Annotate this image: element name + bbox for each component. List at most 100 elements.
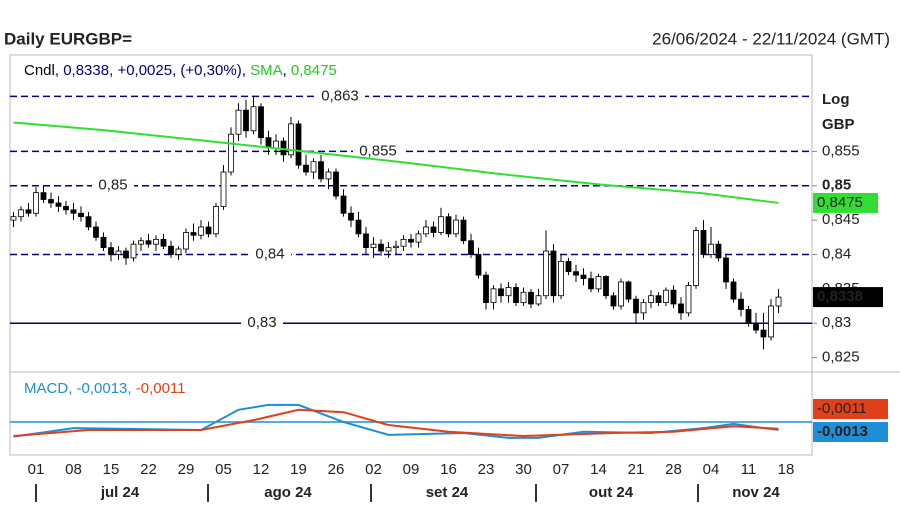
candle-body — [190, 232, 197, 236]
candle-body — [48, 199, 54, 204]
x-tick-label: 26 — [328, 461, 345, 478]
reference-label-bg — [241, 314, 283, 333]
candle-body — [610, 295, 617, 307]
candle-body — [160, 238, 167, 247]
x-tick-label: 29 — [178, 461, 195, 478]
x-tick-label: 21 — [628, 461, 645, 478]
candle-body — [393, 245, 399, 249]
candle-body — [595, 276, 602, 290]
last-price-box — [813, 287, 883, 308]
x-tick-label: 05 — [215, 461, 232, 478]
candle-body — [588, 278, 594, 290]
legend-sma-name: SMA — [242, 62, 283, 79]
x-tick-label: 11 — [741, 461, 757, 478]
candle-body — [498, 288, 504, 297]
x-tick-label: 16 — [440, 461, 457, 478]
candle-body — [663, 289, 669, 303]
candle-body — [288, 123, 294, 156]
candle-body — [753, 322, 759, 331]
candle-body — [93, 226, 99, 238]
legend: Cndl0,8338+0,0025(+0,30%)SMA0,8475 — [24, 62, 337, 79]
date-range: 26/06/2024 - 22/11/2024 (GMT) — [652, 29, 890, 48]
candle-body — [438, 216, 444, 233]
candle-body — [670, 289, 677, 305]
candle-body — [693, 230, 699, 286]
candle-body — [295, 123, 302, 166]
candle-body — [543, 250, 549, 297]
candle-body — [460, 219, 467, 242]
candle-body — [400, 238, 407, 247]
candle-body — [633, 298, 639, 314]
candle-body — [348, 212, 354, 221]
last-price-label: 0,8338 — [817, 288, 863, 305]
last-value-box — [813, 422, 888, 442]
candle-body — [250, 106, 257, 132]
candle-body — [640, 302, 647, 314]
x-tick-label: 02 — [365, 461, 382, 478]
macd-value: -0,0013 — [68, 380, 127, 397]
candle-body — [183, 232, 189, 250]
reference-label-bg — [249, 245, 291, 264]
candle-body — [220, 171, 227, 207]
candle-body — [708, 243, 714, 255]
candle-body — [70, 209, 77, 214]
candle-body — [715, 243, 722, 259]
candle-body — [55, 202, 62, 207]
candle-body — [558, 260, 564, 297]
month-label: set 24 — [426, 484, 469, 501]
candle-body — [325, 171, 332, 180]
candle-body — [423, 226, 429, 235]
reference-label: 0,83 — [247, 314, 276, 331]
x-tick-label: 04 — [703, 461, 720, 478]
candle-body — [145, 240, 152, 245]
sma-line — [13, 121, 779, 204]
candle-body — [768, 305, 774, 338]
candle-body — [573, 271, 579, 276]
candle-body — [580, 274, 587, 279]
x-tick-label: 08 — [65, 461, 82, 478]
candle-body — [618, 281, 624, 307]
candle-body — [378, 243, 384, 252]
candle-body — [258, 106, 264, 139]
candle-body — [430, 226, 437, 233]
candle-body — [565, 260, 572, 273]
sma-last-box — [813, 192, 878, 213]
candle-body — [408, 238, 414, 243]
legend-value: 0,8338 — [55, 62, 109, 79]
x-tick-label: 19 — [290, 461, 307, 478]
candle-body — [33, 192, 39, 214]
candle-body — [18, 209, 24, 218]
axis-unit-label: GBP — [822, 116, 855, 133]
candle-body — [40, 192, 47, 200]
candle-body — [213, 205, 219, 235]
x-tick-label: 22 — [140, 461, 157, 478]
signal-value: -0,0011 — [127, 380, 185, 397]
candle-body — [700, 230, 707, 255]
candle-body — [550, 250, 557, 297]
reference-label-bg — [315, 87, 365, 106]
month-label: ago 24 — [264, 484, 312, 501]
candle-body — [738, 298, 744, 310]
signal-line — [13, 408, 779, 438]
y-tick-label: 0,84 — [822, 245, 851, 262]
sma-last-label: 0,8475 — [817, 194, 863, 211]
candle-body — [85, 216, 92, 228]
candle-body — [310, 161, 317, 173]
candle-body — [723, 257, 729, 283]
candle-body — [168, 245, 174, 255]
x-tick-label: 15 — [103, 461, 120, 478]
reference-label: 0,84 — [255, 245, 284, 262]
candle-body — [198, 226, 204, 236]
candle-body — [505, 287, 512, 297]
axis-scale-label: Log — [822, 91, 850, 108]
candle-body — [205, 226, 212, 235]
x-tick-label: 18 — [778, 461, 795, 478]
candle-body — [63, 205, 69, 211]
candle-body — [483, 274, 489, 303]
candle-body — [333, 171, 339, 197]
candle-body — [273, 140, 279, 149]
x-tick-label: 28 — [665, 461, 682, 478]
y-tick-label: 0,825 — [822, 349, 860, 366]
candle-body — [100, 236, 107, 249]
